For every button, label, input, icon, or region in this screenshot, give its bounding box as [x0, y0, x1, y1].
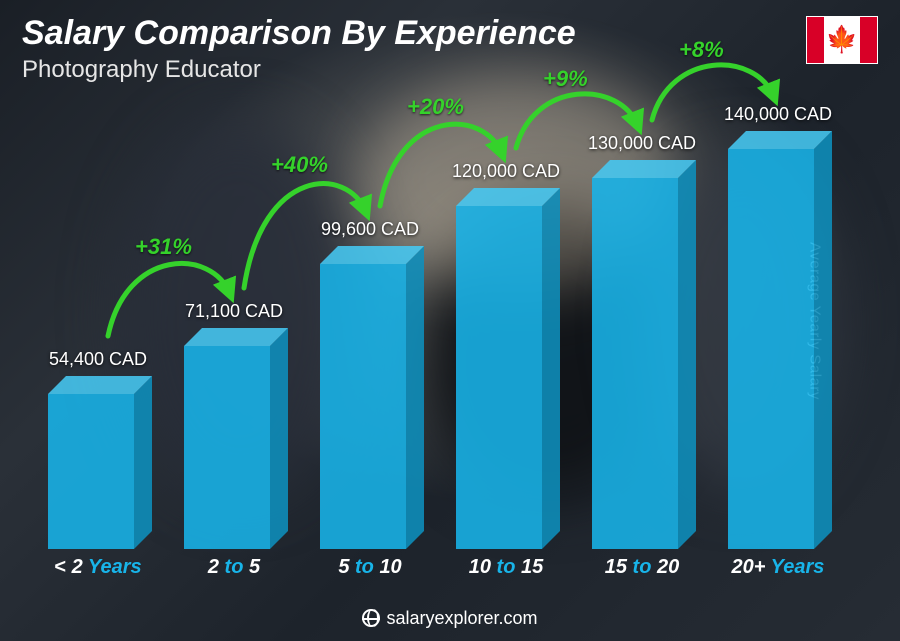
pct-label: +20% — [407, 94, 464, 120]
value-label: 140,000 CAD — [708, 104, 848, 125]
value-label: 54,400 CAD — [28, 349, 168, 370]
footer-text: salaryexplorer.com — [386, 608, 537, 628]
flag-mid: 🍁 — [824, 17, 860, 63]
chart-area: < 2 Years2 to 55 to 1010 to 1515 to 2020… — [30, 110, 850, 577]
chart-subtitle: Photography Educator — [22, 56, 261, 84]
globe-icon — [362, 609, 380, 627]
value-label: 71,100 CAD — [164, 301, 304, 322]
pct-label: +40% — [271, 152, 328, 178]
flag-band-right — [860, 17, 877, 63]
pct-label: +9% — [543, 66, 588, 92]
maple-leaf-icon: 🍁 — [826, 26, 858, 52]
footer: salaryexplorer.com — [0, 608, 900, 629]
value-label: 120,000 CAD — [436, 161, 576, 182]
flag-band-left — [807, 17, 824, 63]
flag-canada: 🍁 — [806, 16, 878, 64]
value-label: 99,600 CAD — [300, 219, 440, 240]
pct-label: +8% — [679, 37, 724, 63]
chart-stage: Salary Comparison By Experience Photogra… — [0, 0, 900, 641]
growth-arc — [108, 263, 230, 336]
chart-title: Salary Comparison By Experience — [22, 14, 576, 53]
value-label: 130,000 CAD — [572, 133, 712, 154]
pct-label: +31% — [135, 234, 192, 260]
